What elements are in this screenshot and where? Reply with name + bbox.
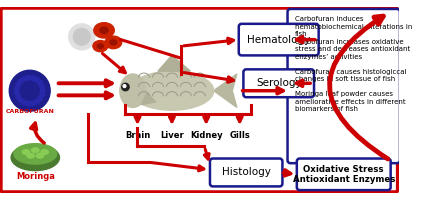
FancyBboxPatch shape [239, 24, 319, 55]
Polygon shape [141, 93, 156, 105]
Circle shape [26, 101, 31, 106]
Ellipse shape [11, 145, 60, 171]
FancyBboxPatch shape [287, 9, 400, 163]
Ellipse shape [100, 27, 108, 33]
Circle shape [22, 100, 27, 105]
Text: Gills: Gills [230, 131, 250, 140]
Circle shape [40, 88, 45, 93]
Circle shape [123, 85, 126, 87]
Circle shape [34, 99, 39, 104]
Ellipse shape [94, 23, 114, 38]
Circle shape [73, 28, 90, 45]
Circle shape [30, 76, 35, 80]
Ellipse shape [93, 41, 108, 52]
Circle shape [16, 95, 21, 99]
Text: Carbofuran induces
hematobiochemical alterations in
fish
Carbofuran increases ox: Carbofuran induces hematobiochemical alt… [295, 16, 412, 112]
Ellipse shape [105, 36, 122, 49]
Text: Hematology: Hematology [247, 35, 310, 45]
Polygon shape [214, 74, 237, 107]
Circle shape [30, 101, 35, 106]
Ellipse shape [14, 144, 57, 164]
FancyBboxPatch shape [243, 69, 314, 97]
Circle shape [69, 24, 95, 50]
Circle shape [40, 93, 44, 97]
Circle shape [18, 79, 23, 83]
FancyBboxPatch shape [210, 159, 282, 186]
Ellipse shape [41, 150, 48, 154]
Circle shape [34, 77, 39, 82]
Circle shape [26, 75, 31, 80]
Ellipse shape [22, 150, 30, 154]
Ellipse shape [32, 148, 39, 152]
Circle shape [38, 80, 42, 85]
Circle shape [18, 98, 23, 103]
Circle shape [15, 86, 19, 91]
Ellipse shape [110, 40, 117, 45]
Circle shape [38, 96, 42, 101]
Circle shape [15, 91, 19, 95]
Text: Oxidative Stress
Antioxidant Enzymes: Oxidative Stress Antioxidant Enzymes [293, 165, 395, 184]
Polygon shape [158, 55, 190, 71]
Text: Liver: Liver [160, 131, 184, 140]
Text: CARBOFURAN: CARBOFURAN [5, 109, 54, 114]
Circle shape [40, 84, 44, 89]
Circle shape [122, 83, 129, 91]
Circle shape [22, 76, 27, 81]
FancyBboxPatch shape [297, 159, 391, 190]
Text: Moringa: Moringa [16, 172, 55, 181]
Ellipse shape [120, 74, 146, 107]
Text: Serology: Serology [256, 78, 302, 88]
Ellipse shape [130, 71, 214, 110]
Text: Brain: Brain [125, 131, 150, 140]
Ellipse shape [27, 153, 34, 158]
Circle shape [40, 88, 45, 93]
Ellipse shape [97, 44, 103, 48]
Ellipse shape [36, 153, 44, 158]
Circle shape [9, 70, 50, 111]
Text: Kidney: Kidney [190, 131, 223, 140]
Circle shape [16, 82, 21, 87]
Text: Histology: Histology [222, 167, 271, 177]
